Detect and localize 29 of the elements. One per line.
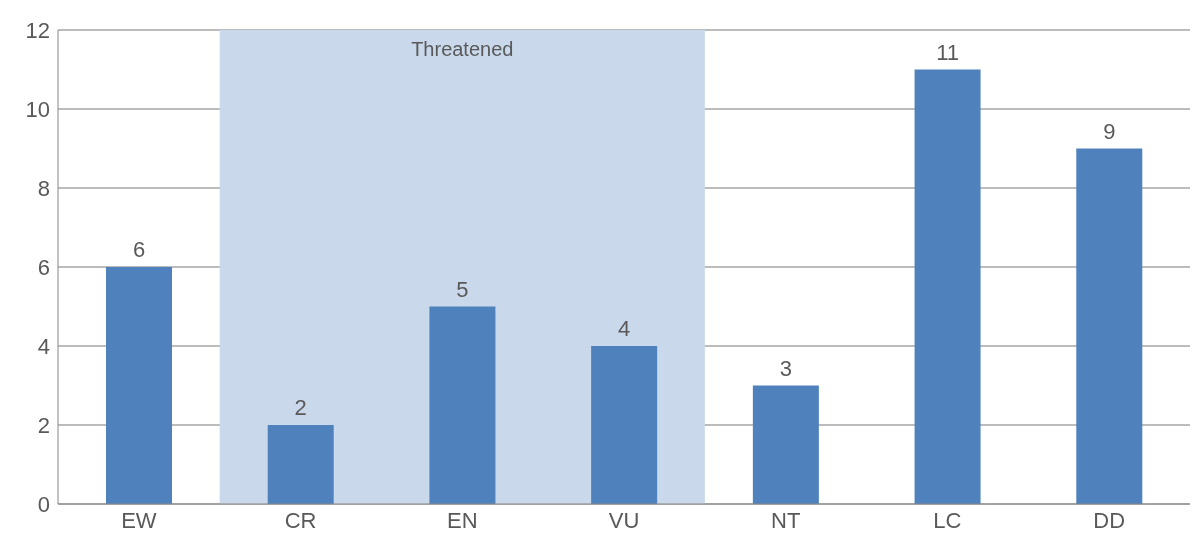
band-label: Threatened xyxy=(411,38,514,61)
x-tick-label: EW xyxy=(121,507,157,533)
x-tick-label: EN xyxy=(447,507,478,533)
y-tick-label: 4 xyxy=(37,333,50,359)
data-label: 9 xyxy=(1103,118,1116,144)
y-tick-label: 12 xyxy=(25,17,50,43)
data-label: 5 xyxy=(456,276,469,302)
x-tick-label: VU xyxy=(608,507,640,533)
bar xyxy=(914,69,981,504)
data-label: 6 xyxy=(132,237,146,262)
x-tick-label: DD xyxy=(1093,507,1126,533)
x-tick-label: CR xyxy=(284,507,317,533)
x-tick-label: LC xyxy=(933,507,962,533)
bar xyxy=(1076,148,1143,504)
data-label: 11 xyxy=(936,39,959,65)
bar xyxy=(752,385,819,504)
bar xyxy=(106,267,172,504)
y-tick-label: 2 xyxy=(37,412,50,438)
data-label: 3 xyxy=(779,355,792,381)
data-label: 4 xyxy=(618,316,631,341)
bar xyxy=(591,346,658,504)
x-tick-label: NT xyxy=(771,507,801,533)
bar xyxy=(429,306,496,504)
data-label: 2 xyxy=(294,395,307,420)
y-tick-label: 0 xyxy=(37,491,50,517)
y-tick-label: 10 xyxy=(25,96,50,122)
y-tick-label: 6 xyxy=(37,254,50,280)
y-tick-label: 8 xyxy=(37,175,50,201)
bar xyxy=(267,425,334,504)
